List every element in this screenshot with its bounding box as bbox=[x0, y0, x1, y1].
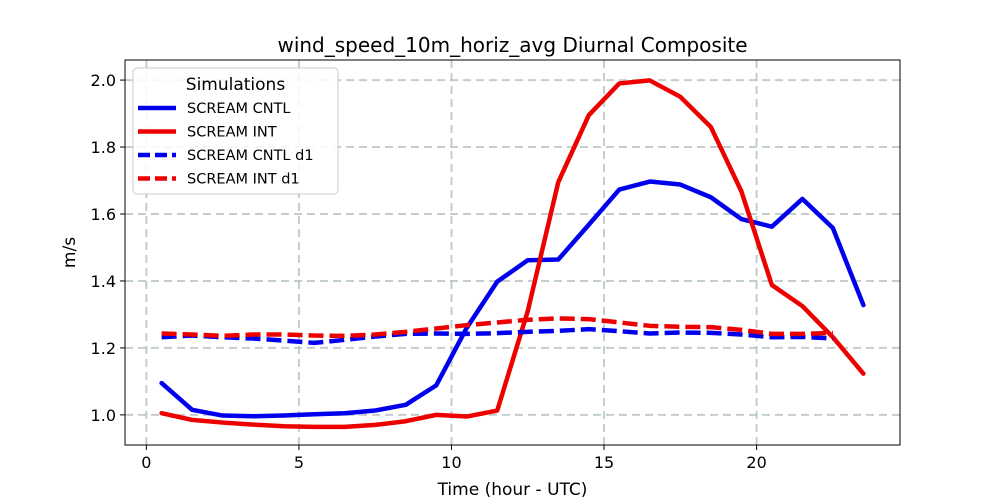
x-tick-label: 0 bbox=[141, 453, 151, 472]
legend-label-scream-cntl-d1: SCREAM CNTL d1 bbox=[187, 148, 314, 164]
series-line-scream-cntl-d1 bbox=[161, 326, 833, 346]
series-line-scream-cntl bbox=[159, 179, 866, 419]
y-tick-label: 1.6 bbox=[91, 205, 116, 224]
series-line-scream-int bbox=[159, 78, 866, 430]
legend-entries: SCREAM CNTL SCREAM INT SCREAM CNTL d1 SCREA… bbox=[138, 101, 314, 188]
y-axis-label: m/s bbox=[60, 237, 80, 268]
series-line-scream-int-d1 bbox=[161, 316, 833, 339]
y-tick-label: 2.0 bbox=[91, 71, 116, 90]
x-axis-label: Time (hour - UTC) bbox=[437, 480, 588, 500]
y-tick-label: 1.0 bbox=[91, 406, 116, 425]
y-tick-label: 1.4 bbox=[91, 272, 116, 291]
x-tick-label: 5 bbox=[294, 453, 304, 472]
chart-title: wind_speed_10m_horiz_avg Diurnal Composi… bbox=[277, 33, 747, 57]
legend-label-scream-cntl: SCREAM CNTL bbox=[187, 101, 291, 117]
y-axis-ticks: 1.0 1.2 1.4 1.6 1.8 2.0 bbox=[91, 71, 125, 425]
legend-label-scream-int-d1: SCREAM INT d1 bbox=[187, 172, 300, 188]
x-tick-label: 10 bbox=[441, 453, 461, 472]
y-tick-label: 1.8 bbox=[91, 138, 116, 157]
x-tick-label: 20 bbox=[746, 453, 766, 472]
legend-box bbox=[132, 67, 339, 195]
y-tick-label: 1.2 bbox=[91, 339, 116, 358]
plot-frame bbox=[124, 59, 901, 446]
series-lines bbox=[159, 78, 866, 430]
legend-label-scream-int: SCREAM INT bbox=[187, 125, 277, 141]
x-tick-label: 15 bbox=[594, 453, 614, 472]
x-axis-ticks: 0 5 10 15 20 bbox=[141, 445, 767, 472]
legend-title: Simulations bbox=[186, 75, 286, 95]
